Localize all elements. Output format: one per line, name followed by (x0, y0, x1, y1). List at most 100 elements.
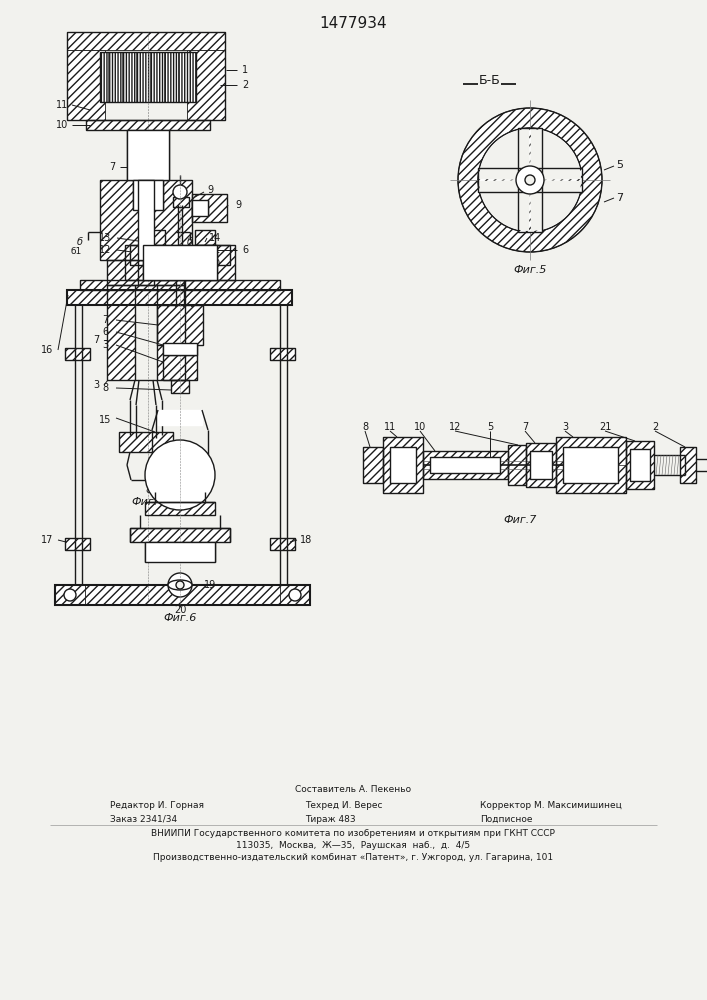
Text: 11: 11 (384, 422, 396, 432)
Text: 113035,  Москва,  Ж—35,  Раушская  наб.,  д.  4/5: 113035, Москва, Ж—35, Раушская наб., д. … (236, 840, 470, 850)
Text: 7: 7 (102, 315, 108, 325)
Circle shape (516, 166, 544, 194)
Bar (508, 445, 526, 485)
Bar (270, 348, 295, 360)
Circle shape (176, 581, 184, 589)
Circle shape (64, 589, 76, 601)
Bar (65, 348, 90, 360)
Text: 9: 9 (207, 185, 213, 195)
Text: 17: 17 (41, 535, 53, 545)
Bar (100, 52, 196, 102)
Bar (630, 449, 650, 481)
Circle shape (168, 573, 192, 597)
Bar (157, 305, 203, 345)
Circle shape (289, 589, 301, 601)
Bar (55, 585, 85, 605)
Bar (55, 585, 310, 605)
Text: 14: 14 (209, 233, 221, 243)
Text: 7: 7 (522, 422, 528, 432)
Text: Редактор И. Горная: Редактор И. Горная (110, 800, 204, 810)
Text: 18: 18 (300, 535, 312, 545)
Bar (423, 451, 508, 479)
Bar (171, 380, 189, 393)
Text: 7: 7 (93, 335, 99, 345)
Text: Заказ 2341/34: Заказ 2341/34 (110, 814, 177, 824)
Bar (430, 457, 500, 473)
Bar (143, 245, 217, 280)
Bar (86, 120, 210, 130)
Bar (130, 528, 230, 542)
Circle shape (173, 185, 187, 199)
Wedge shape (530, 180, 581, 231)
Text: Корректор М. Максимишинец: Корректор М. Максимишинец (480, 800, 621, 810)
Bar (530, 451, 552, 479)
Bar (119, 432, 173, 452)
Bar (508, 445, 526, 485)
Bar (127, 130, 169, 180)
Bar (65, 538, 90, 550)
Circle shape (145, 440, 215, 510)
Wedge shape (458, 108, 602, 252)
Bar (130, 528, 230, 542)
Bar (383, 437, 423, 493)
Bar (163, 355, 197, 380)
Text: Тираж 483: Тираж 483 (305, 814, 356, 824)
Text: Фиг.7: Фиг.7 (503, 515, 537, 525)
Text: Производственно-издательский комбинат «Патент», г. Ужгород, ул. Гагарина, 101: Производственно-издательский комбинат «П… (153, 854, 553, 862)
Text: 12: 12 (99, 245, 111, 255)
Text: 21: 21 (599, 422, 611, 432)
Bar (192, 200, 208, 216)
Polygon shape (158, 410, 202, 425)
Circle shape (478, 128, 582, 232)
Bar (270, 538, 295, 550)
Text: 11: 11 (56, 100, 68, 110)
Bar (363, 447, 383, 483)
Text: 2: 2 (242, 80, 248, 90)
Text: Б-Б: Б-Б (479, 74, 501, 87)
Bar (157, 285, 185, 380)
Text: Фиг.6: Фиг.6 (163, 613, 197, 623)
Text: Подписное: Подписное (480, 814, 532, 824)
Bar (518, 128, 542, 232)
Text: ВНИИПИ Государственного комитета по изобретениям и открытиям при ГКНТ СССР: ВНИИПИ Государственного комитета по изоб… (151, 828, 555, 838)
Bar (526, 443, 556, 487)
Bar (80, 280, 280, 290)
Bar (86, 120, 210, 130)
Bar (138, 180, 154, 260)
Bar (195, 245, 230, 265)
Bar (100, 52, 196, 102)
Text: б: б (77, 237, 83, 247)
Wedge shape (530, 129, 581, 180)
Bar (125, 245, 235, 280)
Bar (67, 290, 292, 305)
Bar (163, 343, 197, 355)
Text: 10: 10 (56, 120, 68, 130)
Wedge shape (479, 180, 530, 231)
Bar (130, 245, 155, 265)
Bar (145, 542, 215, 562)
Bar (626, 441, 654, 489)
Text: 7: 7 (617, 193, 624, 203)
Bar (478, 168, 582, 192)
Text: 8: 8 (145, 485, 151, 495)
Text: 20: 20 (174, 605, 186, 615)
Text: б1: б1 (71, 247, 81, 256)
Text: 3: 3 (562, 422, 568, 432)
Bar (67, 290, 292, 305)
Text: б: б (187, 237, 193, 247)
Bar (270, 348, 295, 360)
Bar (154, 180, 192, 260)
Bar (67, 32, 225, 120)
Bar (145, 230, 165, 245)
Bar (192, 194, 227, 222)
Bar (157, 305, 203, 345)
Text: 8: 8 (102, 383, 108, 393)
Bar (383, 437, 423, 493)
Bar (563, 447, 618, 483)
Bar (280, 585, 310, 605)
Bar (556, 437, 626, 493)
Bar (130, 245, 155, 265)
Wedge shape (479, 129, 530, 180)
Bar (145, 502, 215, 515)
Bar (107, 260, 185, 285)
